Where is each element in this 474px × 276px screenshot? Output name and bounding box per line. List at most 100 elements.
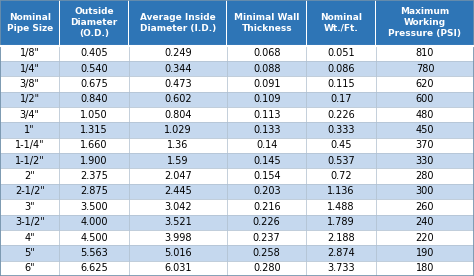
Bar <box>227 168 306 184</box>
Text: 0.72: 0.72 <box>330 171 352 181</box>
Bar <box>376 76 474 92</box>
Text: 240: 240 <box>416 217 434 227</box>
Text: 0.675: 0.675 <box>80 79 108 89</box>
Text: 0.249: 0.249 <box>164 48 191 58</box>
Text: 2.188: 2.188 <box>328 233 355 243</box>
Text: 780: 780 <box>416 63 434 74</box>
Bar <box>227 261 306 276</box>
Bar <box>306 230 376 245</box>
Bar <box>376 107 474 122</box>
Text: 0.537: 0.537 <box>327 156 355 166</box>
Text: 1/8": 1/8" <box>20 48 40 58</box>
Bar <box>129 153 227 168</box>
Text: 190: 190 <box>416 248 434 258</box>
Text: 1.315: 1.315 <box>80 125 108 135</box>
Bar <box>306 138 376 153</box>
Bar <box>0 168 59 184</box>
Bar <box>59 61 129 76</box>
Bar <box>0 199 59 214</box>
Bar <box>0 184 59 199</box>
Text: 5.563: 5.563 <box>80 248 108 258</box>
Bar <box>59 76 129 92</box>
Text: 2.874: 2.874 <box>327 248 355 258</box>
Bar <box>376 199 474 214</box>
Text: 2": 2" <box>24 171 35 181</box>
Bar <box>129 214 227 230</box>
Text: 480: 480 <box>416 110 434 120</box>
Text: 600: 600 <box>416 94 434 104</box>
Bar <box>227 214 306 230</box>
Text: 2.047: 2.047 <box>164 171 192 181</box>
Bar <box>376 184 474 199</box>
Text: 0.333: 0.333 <box>328 125 355 135</box>
Text: 3": 3" <box>24 202 35 212</box>
Bar <box>0 214 59 230</box>
Bar <box>129 184 227 199</box>
Bar <box>227 92 306 107</box>
Bar <box>0 46 59 61</box>
Bar <box>227 184 306 199</box>
Bar <box>59 230 129 245</box>
Bar <box>227 61 306 76</box>
Text: 300: 300 <box>416 187 434 197</box>
Text: 0.115: 0.115 <box>328 79 355 89</box>
Bar <box>376 138 474 153</box>
Bar <box>129 230 227 245</box>
Bar <box>0 261 59 276</box>
Bar <box>227 199 306 214</box>
Bar <box>227 122 306 138</box>
Text: 220: 220 <box>416 233 434 243</box>
Text: 0.226: 0.226 <box>253 217 281 227</box>
Bar <box>129 92 227 107</box>
Bar <box>59 107 129 122</box>
Bar <box>376 153 474 168</box>
Bar <box>306 199 376 214</box>
Text: 0.068: 0.068 <box>253 48 281 58</box>
Text: Outside
Diameter
(O.D.): Outside Diameter (O.D.) <box>71 7 118 38</box>
Bar <box>227 138 306 153</box>
Text: 260: 260 <box>416 202 434 212</box>
Text: Maximum
Working
Pressure (PSI): Maximum Working Pressure (PSI) <box>388 7 462 38</box>
Bar <box>306 46 376 61</box>
Text: 2.875: 2.875 <box>80 187 108 197</box>
Text: 1.488: 1.488 <box>328 202 355 212</box>
Text: 1.136: 1.136 <box>328 187 355 197</box>
Text: 1.59: 1.59 <box>167 156 189 166</box>
Text: 0.088: 0.088 <box>253 63 281 74</box>
Text: 5.016: 5.016 <box>164 248 191 258</box>
Text: 0.113: 0.113 <box>253 110 281 120</box>
Bar <box>0 61 59 76</box>
Text: 180: 180 <box>416 263 434 273</box>
Text: 2-1/2": 2-1/2" <box>15 187 45 197</box>
Bar <box>306 61 376 76</box>
Bar <box>376 122 474 138</box>
Text: 1-1/2": 1-1/2" <box>15 156 45 166</box>
Text: 3.733: 3.733 <box>328 263 355 273</box>
Text: 1.900: 1.900 <box>81 156 108 166</box>
Text: 0.14: 0.14 <box>256 140 277 150</box>
Text: 0.133: 0.133 <box>253 125 281 135</box>
Text: 1.029: 1.029 <box>164 125 191 135</box>
Text: 0.258: 0.258 <box>253 248 281 258</box>
Text: 280: 280 <box>416 171 434 181</box>
Text: 0.051: 0.051 <box>328 48 355 58</box>
Bar <box>0 107 59 122</box>
Text: 0.154: 0.154 <box>253 171 281 181</box>
Bar <box>129 261 227 276</box>
Bar <box>227 46 306 61</box>
Text: 0.17: 0.17 <box>330 94 352 104</box>
Bar <box>306 168 376 184</box>
Bar <box>59 245 129 261</box>
Text: 4.500: 4.500 <box>80 233 108 243</box>
Text: 1.789: 1.789 <box>328 217 355 227</box>
Bar <box>59 92 129 107</box>
Bar <box>0 76 59 92</box>
Bar <box>129 107 227 122</box>
Bar <box>376 261 474 276</box>
Bar <box>376 0 474 45</box>
Bar <box>129 168 227 184</box>
Bar <box>376 46 474 61</box>
Text: 450: 450 <box>416 125 434 135</box>
Text: 6": 6" <box>24 263 35 273</box>
Bar <box>227 76 306 92</box>
